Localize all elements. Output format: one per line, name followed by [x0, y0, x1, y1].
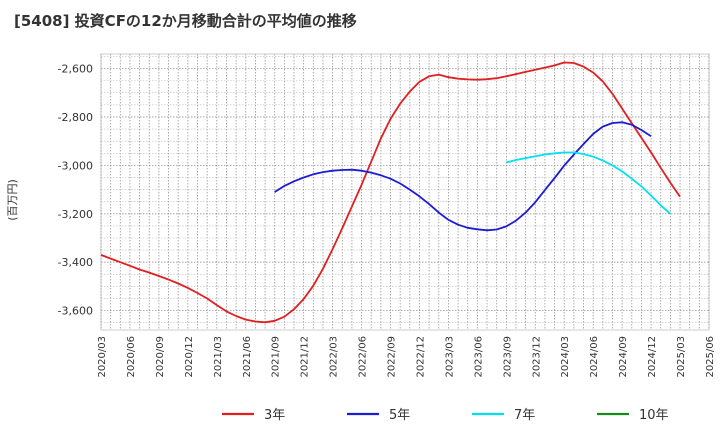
- series-line-3年: [100, 61, 681, 324]
- x-tick-label: 2021/12: [300, 336, 311, 378]
- x-tick-label: 2021/09: [271, 336, 282, 378]
- x-tick-label: 2020/12: [184, 336, 195, 378]
- y-axis-label: (百万円): [6, 179, 19, 221]
- x-tick-label: 2023/12: [531, 336, 542, 378]
- legend-label: 10年: [639, 408, 669, 423]
- x-tick-label: 2022/12: [415, 336, 426, 378]
- y-axis-ticks: -3,600 -3,400 -3,200 -3,000 -2,800 -2,600: [58, 63, 93, 318]
- x-tick-label: 2025/03: [676, 336, 687, 378]
- legend-label: 5年: [389, 408, 410, 423]
- chart-title: [5408] 投資CFの12か月移動合計の平均値の推移: [14, 12, 357, 30]
- x-tick-label: 2024/09: [618, 336, 629, 378]
- x-tick-label: 2020/09: [155, 336, 166, 378]
- series-line-5年: [274, 121, 652, 232]
- plot-background: [100, 53, 710, 331]
- x-tick-label: 2024/03: [560, 336, 571, 378]
- y-tick-label: -2,600: [58, 63, 93, 76]
- y-tick-label: -3,200: [58, 208, 93, 221]
- series-line-7年: [506, 151, 671, 215]
- x-tick-label: 2022/06: [358, 336, 369, 378]
- y-tick-label: -3,400: [58, 256, 93, 269]
- x-tick-label: 2021/03: [213, 336, 224, 378]
- x-tick-label: 2022/09: [387, 336, 398, 378]
- x-tick-label: 2025/06: [705, 336, 716, 378]
- x-tick-label: 2020/06: [126, 336, 137, 378]
- y-tick-label: -3,600: [58, 305, 93, 318]
- x-tick-label: 2024/12: [647, 336, 658, 378]
- x-tick-label: 2022/03: [329, 336, 340, 378]
- legend-label: 7年: [514, 408, 535, 423]
- x-tick-label: 2023/09: [502, 336, 513, 378]
- x-tick-label: 2021/06: [242, 336, 253, 378]
- y-tick-label: -2,800: [58, 111, 93, 124]
- legend: 3年 5年 7年 10年: [222, 408, 669, 423]
- x-axis-ticks: 2020/03 2020/06 2020/09 2020/12 2021/03 2021/…: [97, 336, 716, 378]
- legend-label: 3年: [264, 408, 285, 423]
- x-tick-label: 2024/06: [589, 336, 600, 378]
- x-tick-label: 2023/03: [444, 336, 455, 378]
- grid-lines: [100, 54, 710, 330]
- series-lines: [100, 61, 681, 324]
- y-tick-label: -3,000: [58, 159, 93, 172]
- x-tick-label: 2020/03: [97, 336, 108, 378]
- x-tick-label: 2023/06: [473, 336, 484, 378]
